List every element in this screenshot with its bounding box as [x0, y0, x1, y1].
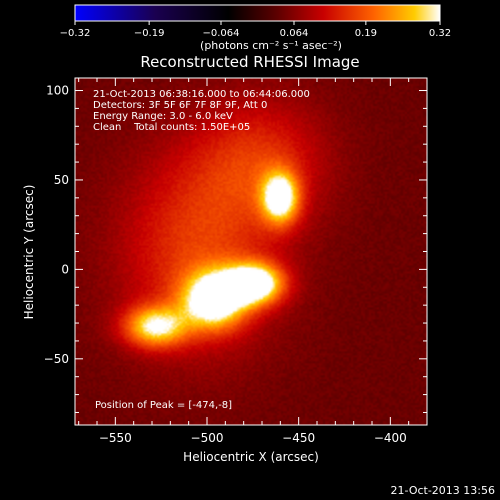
annotation-counts: Clean Total counts: 1.50E+05 — [93, 122, 250, 133]
colorbar-tick-label: −0.19 — [134, 28, 165, 39]
y-tick-label: 0 — [61, 262, 69, 276]
timestamp: 21-Oct-2013 13:56 — [391, 484, 495, 497]
colorbar-tick-label: −0.064 — [202, 28, 239, 39]
x-axis-label: Heliocentric X (arcsec) — [183, 450, 319, 464]
annotation-time: 21-Oct-2013 06:38:16.000 to 06:44:06.000 — [93, 89, 310, 100]
colorbar — [74, 4, 441, 22]
annotation-block: 21-Oct-2013 06:38:16.000 to 06:44:06.000… — [93, 89, 310, 133]
x-tick-label: −500 — [191, 431, 224, 445]
x-tick-label: −550 — [99, 431, 132, 445]
colorbar-tick-label: −0.32 — [60, 28, 91, 39]
y-axis-label: Heliocentric Y (arcsec) — [22, 185, 36, 320]
chart-title: Reconstructed RHESSI Image — [140, 53, 359, 71]
y-tick-label: 100 — [46, 84, 69, 98]
colorbar-tick-label: 0.064 — [280, 28, 309, 39]
y-tick-label: 50 — [54, 173, 69, 187]
colorbar-units: (photons cm⁻² s⁻¹ asec⁻²) — [200, 39, 342, 52]
heatmap-image — [75, 78, 427, 425]
x-tick-label: −450 — [282, 431, 315, 445]
annotation-detectors: Detectors: 3F 5F 6F 7F 8F 9F, Att 0 — [93, 100, 267, 111]
colorbar-tick-label: 0.32 — [429, 28, 451, 39]
y-tick-label: −50 — [44, 352, 69, 366]
annotation-energy: Energy Range: 3.0 - 6.0 keV — [93, 111, 233, 122]
colorbar-tick-label: 0.19 — [355, 28, 377, 39]
x-tick-label: −400 — [374, 431, 407, 445]
colorbar-ticks: −0.32 −0.19 −0.064 0.064 0.19 0.32 — [60, 21, 451, 39]
peak-position-label: Position of Peak = [-474,-8] — [95, 400, 232, 411]
